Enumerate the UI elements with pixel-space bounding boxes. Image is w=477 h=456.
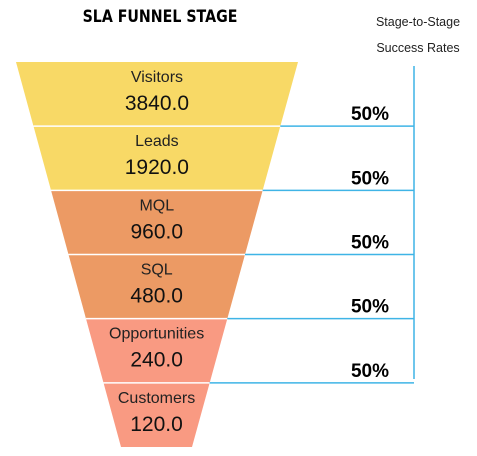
- rate-label: 50%: [351, 233, 389, 254]
- stage-value-label: 3840.0: [125, 92, 189, 115]
- rate-label: 50%: [351, 168, 389, 189]
- label-layer: Visitors 3840.0 Leads 1920.0 MQL 960.0 SQL 480.…: [109, 69, 389, 436]
- stage-name-label: SQL: [141, 262, 173, 279]
- funnel-segment-sql: [68, 254, 245, 319]
- rate-label: 50%: [351, 104, 389, 125]
- funnel-segment-visitors: [16, 62, 298, 127]
- stage-name-label: Leads: [135, 133, 179, 150]
- funnel-segment-mql: [51, 190, 263, 255]
- stage-value-label: 480.0: [130, 285, 183, 308]
- side-label-line1: Stage-to-Stage: [376, 15, 460, 29]
- chart-title: SLA FUNNEL STAGE: [83, 7, 238, 26]
- side-label-line2: Success Rates: [376, 41, 459, 55]
- stage-value-label: 960.0: [131, 220, 184, 243]
- stage-value-label: 240.0: [130, 349, 183, 372]
- stage-value-label: 1920.0: [125, 156, 189, 179]
- funnel-layer: [16, 62, 298, 447]
- stage-name-label: Opportunities: [109, 326, 204, 343]
- rate-label: 50%: [351, 361, 389, 382]
- stage-name-label: MQL: [139, 197, 174, 214]
- funnel-segment-customers: [103, 382, 210, 447]
- funnel-segment-leads: [33, 126, 281, 191]
- rate-label: 50%: [351, 297, 389, 318]
- funnel-segment-opportunities: [86, 318, 228, 383]
- stage-name-label: Customers: [118, 390, 195, 407]
- stage-name-label: Visitors: [131, 69, 183, 86]
- connector-layer: [209, 66, 415, 384]
- stage-value-label: 120.0: [130, 413, 183, 436]
